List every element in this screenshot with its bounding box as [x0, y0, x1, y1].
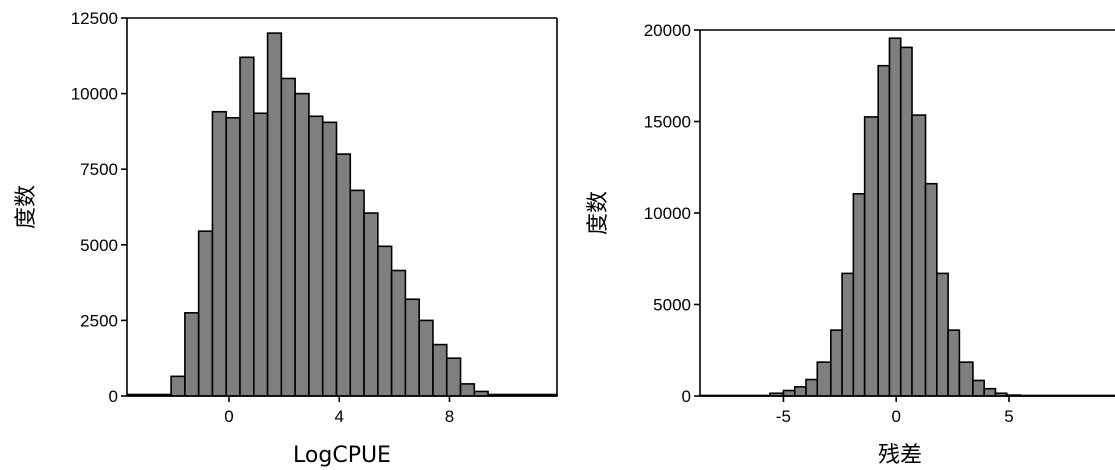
residual-bar [924, 182, 938, 397]
logcpue-x-tick-label: 0 [224, 407, 233, 426]
residual-bar [947, 329, 961, 397]
logcpue-histogram-panel: 0 2500 5000 7500 10000 12500 0 4 8 LogCPUE 度数 [14, 9, 558, 468]
residual-y-tick-label: 0 [682, 387, 691, 406]
logcpue-bar [239, 56, 255, 397]
logcpue-y-tick-label: 7500 [80, 160, 118, 179]
residual-y-axis-title: 度数 [586, 191, 611, 235]
residual-bar [841, 272, 855, 397]
logcpue-bar [432, 343, 448, 397]
logcpue-bar [404, 298, 420, 397]
logcpue-bar [459, 383, 476, 397]
logcpue-bar [266, 32, 283, 397]
logcpue-bar [418, 319, 434, 397]
logcpue-y-tick-label: 0 [109, 387, 118, 406]
logcpue-bar [211, 110, 228, 397]
residual-bar [805, 378, 819, 397]
logcpue-y-tick-label: 2500 [80, 311, 118, 330]
residual-x-tick-label: -5 [776, 407, 791, 426]
logcpue-bar [377, 245, 393, 397]
residual-bar [852, 192, 866, 397]
logcpue-y-tick-label: 5000 [80, 236, 118, 255]
logcpue-bar [225, 116, 241, 397]
logcpue-bar [184, 312, 200, 397]
logcpue-bar [321, 121, 338, 397]
residual-y-tick-label: 10000 [644, 204, 691, 223]
residual-bar [888, 37, 902, 397]
residual-y-tick-label: 15000 [644, 113, 691, 132]
residual-x-axis-title: 残差 [878, 443, 922, 468]
residual-bar [958, 361, 974, 397]
logcpue-y-tick-label: 12500 [71, 9, 118, 28]
logcpue-bar [197, 230, 214, 397]
logcpue-y-tick-label: 10000 [71, 85, 118, 104]
logcpue-bar [170, 375, 186, 397]
residual-bar [793, 386, 807, 397]
residual-y-tick-label: 20000 [644, 21, 691, 40]
logcpue-bar [445, 357, 462, 397]
residual-y-tick-label: 5000 [653, 296, 691, 315]
residual-bar [782, 389, 796, 397]
residual-x-tick-label: 5 [1004, 407, 1013, 426]
residual-x-tick-label: 0 [891, 407, 900, 426]
residual-bar [816, 361, 832, 397]
residual-bar [830, 329, 843, 397]
residual-bar [863, 116, 879, 397]
logcpue-bar [349, 189, 365, 397]
logcpue-y-axis-title: 度数 [14, 185, 39, 229]
logcpue-bar [280, 77, 296, 397]
logcpue-x-tick-label: 8 [445, 407, 454, 426]
logcpue-bar [335, 153, 352, 397]
logcpue-bar [390, 269, 407, 397]
residual-bar [877, 64, 891, 397]
residual-bar [972, 379, 985, 397]
logcpue-x-tick-label: 4 [335, 407, 344, 426]
residual-bar [983, 387, 997, 397]
logcpue-x-axis-title: LogCPUE [293, 443, 391, 468]
logcpue-bar [363, 212, 379, 397]
residual-bar [911, 114, 927, 397]
logcpue-bar [294, 92, 310, 397]
residual-bar [936, 272, 949, 397]
residual-bar [899, 46, 913, 397]
logcpue-bar [252, 112, 269, 397]
logcpue-bar [308, 115, 324, 397]
residual-histogram-panel: 0 5000 10000 15000 20000 -5 0 5 残差 度数 [586, 21, 1115, 468]
